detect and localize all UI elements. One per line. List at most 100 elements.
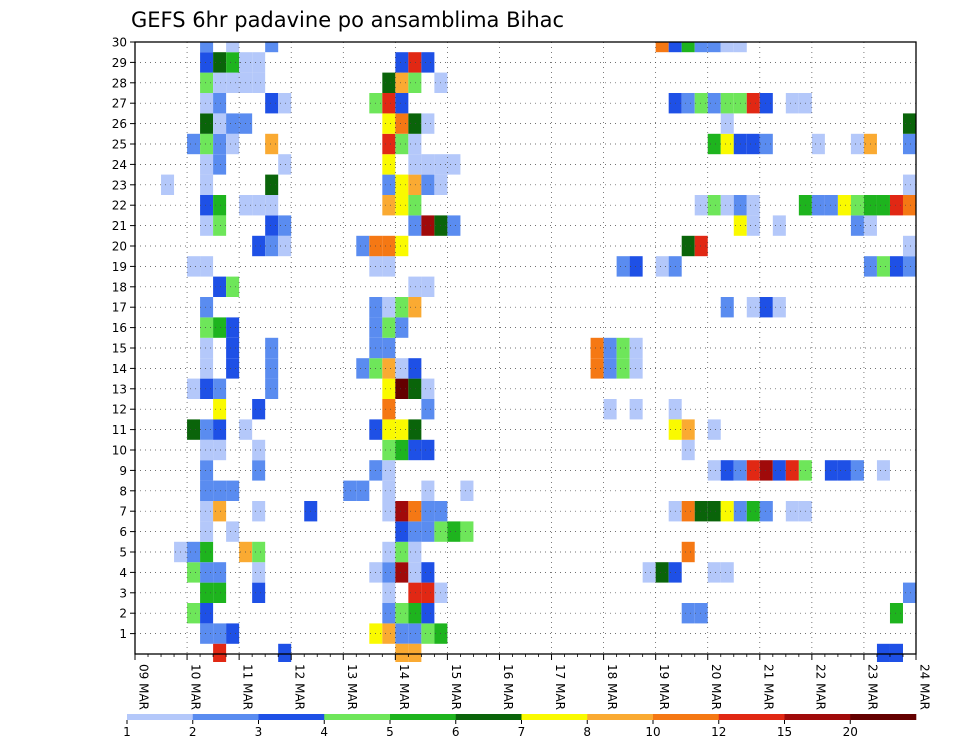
precip-cell	[382, 174, 396, 195]
precip-cell	[421, 623, 435, 644]
precip-cell	[785, 501, 799, 522]
precip-cell	[278, 93, 292, 114]
legend-label: 2	[189, 725, 197, 739]
legend-swatch	[784, 714, 851, 720]
precip-cell	[395, 317, 409, 338]
precip-cell	[772, 297, 786, 318]
precip-cell	[707, 42, 721, 53]
precip-cell	[187, 378, 201, 399]
precip-cell	[200, 72, 214, 93]
precip-cell	[824, 195, 838, 216]
precip-cell	[278, 154, 292, 175]
precip-cell	[265, 133, 279, 155]
x-tick-label: 09 MAR	[137, 664, 151, 710]
precip-cell	[200, 256, 214, 277]
precip-cell	[187, 541, 201, 563]
precip-cell	[226, 133, 240, 155]
precip-cell	[746, 93, 760, 114]
precip-cell	[200, 480, 214, 501]
precip-cell	[200, 623, 214, 644]
y-tick-label: 15	[112, 342, 127, 356]
precip-cell	[616, 256, 630, 277]
legend-label: 6	[452, 725, 460, 739]
precip-cell	[252, 195, 266, 216]
legend-swatch	[521, 714, 588, 720]
precip-cell	[200, 154, 214, 175]
grid-lines	[135, 41, 916, 654]
precip-cell	[746, 215, 760, 236]
y-tick-label: 9	[119, 464, 127, 478]
precip-cell	[213, 195, 227, 216]
precip-cell	[252, 52, 266, 73]
precip-cell	[694, 501, 708, 522]
chart-title: GEFS 6hr padavine po ansamblima Bihac	[131, 8, 564, 32]
precip-cell	[382, 113, 396, 134]
x-tick-label: 15 MAR	[449, 664, 463, 710]
precip-cell	[421, 501, 435, 522]
precip-cell	[850, 215, 864, 236]
precip-cell	[681, 93, 695, 114]
precip-cell	[460, 480, 474, 501]
precip-cell	[421, 276, 435, 297]
precip-cell	[408, 276, 422, 297]
precip-cell	[382, 133, 396, 155]
precip-cell	[265, 358, 279, 379]
precip-cell	[226, 358, 240, 379]
precip-cell	[382, 501, 396, 522]
precip-cell	[200, 42, 214, 53]
precip-cell	[447, 154, 461, 175]
precip-cell	[252, 582, 266, 603]
precip-cell	[408, 562, 422, 583]
legend-swatch	[850, 714, 917, 720]
precip-cell	[421, 52, 435, 73]
precip-cell	[694, 195, 708, 216]
precip-cell	[655, 42, 669, 53]
precip-cell	[200, 93, 214, 114]
y-tick-label: 16	[112, 321, 127, 335]
precip-cell	[200, 337, 214, 359]
legend-swatch	[653, 714, 720, 720]
precip-cell	[720, 460, 734, 481]
y-tick-label: 10	[112, 444, 127, 458]
precip-cell	[629, 337, 643, 359]
precip-cell	[681, 541, 695, 563]
y-tick-label: 29	[112, 56, 127, 70]
precip-cell	[187, 256, 201, 277]
precip-cell	[408, 297, 422, 318]
precip-cell	[395, 235, 409, 257]
precip-cell	[746, 133, 760, 155]
precip-cell	[408, 52, 422, 73]
precip-cell	[356, 480, 370, 501]
precipitation-cells	[161, 42, 916, 662]
precip-cell	[902, 113, 916, 134]
precip-cell	[265, 93, 279, 114]
precip-cell	[408, 521, 422, 542]
precip-cell	[226, 521, 240, 542]
precip-cell	[161, 174, 175, 195]
legend-label: 7	[518, 725, 526, 739]
precip-cell	[200, 419, 214, 440]
precip-cell	[850, 195, 864, 216]
precip-cell	[668, 42, 682, 53]
precip-cell	[408, 113, 422, 134]
precip-cell	[889, 195, 903, 216]
precip-cell	[707, 419, 721, 440]
y-tick-label: 28	[112, 76, 127, 90]
precip-cell	[395, 133, 409, 155]
y-tick-label: 20	[112, 240, 127, 254]
y-tick-label: 5	[119, 546, 127, 560]
precip-cell	[460, 521, 474, 542]
x-tick-label: 14 MAR	[397, 664, 411, 710]
precip-cell	[382, 399, 396, 420]
precip-cell	[382, 93, 396, 114]
precip-cell	[759, 501, 773, 522]
y-tick-label: 24	[112, 158, 127, 172]
precip-cell	[395, 174, 409, 195]
precip-cell	[252, 501, 266, 522]
x-tick-label: 12 MAR	[293, 664, 307, 710]
precip-cell	[265, 235, 279, 257]
precip-cell	[265, 174, 279, 195]
precip-cell	[200, 562, 214, 583]
precip-cell	[707, 133, 721, 155]
precip-cell	[408, 419, 422, 440]
